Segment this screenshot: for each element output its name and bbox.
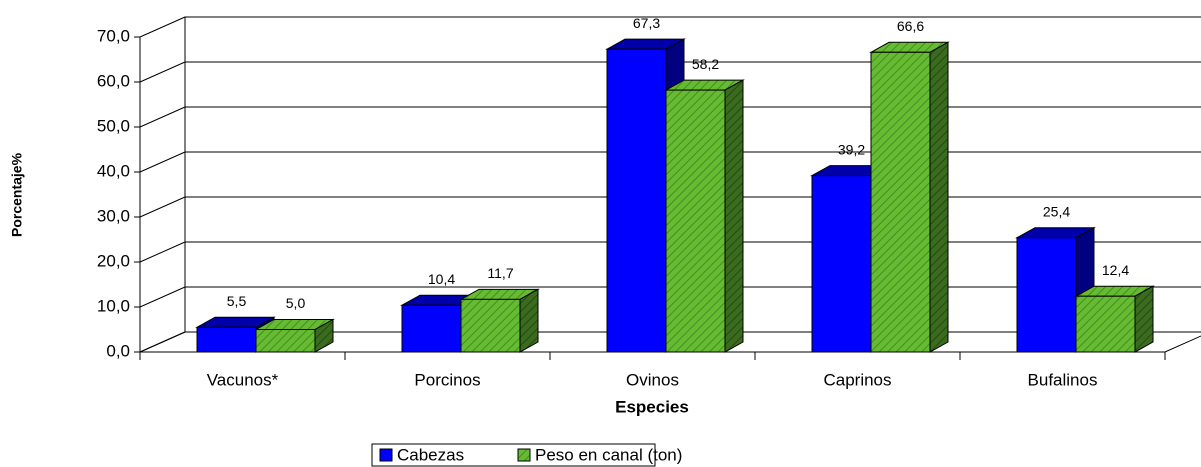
y-tick-label: 60,0 [97,71,130,90]
value-label: 58,2 [692,56,719,72]
legend-label: Cabezas [397,445,464,464]
y-tick-label: 20,0 [97,251,130,270]
side-grid-line [139,16,186,38]
side-grid-line [139,196,186,218]
y-tick-label: 0,0 [106,341,130,360]
side-grid-line [139,241,186,263]
value-label: 66,6 [897,18,924,34]
bar [1016,237,1077,353]
side-grid-line [139,106,186,128]
bar [606,48,667,353]
legend-swatch [379,448,393,462]
x-tick-label: Bufalinos [1028,370,1098,389]
y-tick-label: 50,0 [97,116,130,135]
x-tick-label: Vacunos* [207,370,279,389]
value-label: 12,4 [1102,262,1129,278]
value-label: 67,3 [633,15,660,31]
bar [665,89,726,353]
value-label: 5,5 [227,293,247,309]
legend-label: Peso en canal (ton) [535,445,682,464]
bar-side [929,41,949,353]
value-label: 11,7 [487,265,513,281]
bar-side [1134,285,1154,353]
side-grid-line [139,286,186,308]
bar [1075,295,1136,353]
bar [870,51,931,353]
bar [460,298,521,353]
value-label: 39,2 [838,141,865,157]
y-axis-label: Porcentaje% [9,152,25,237]
value-label: 5,0 [286,295,306,311]
side-grid-line [139,331,186,353]
legend-box [371,443,656,467]
value-label: 25,4 [1043,203,1070,219]
side-grid-line [139,151,186,173]
x-axis-label: Especies [615,397,689,416]
x-tick-label: Caprinos [823,370,891,389]
value-label: 10,4 [428,271,455,287]
bar-side [724,79,744,353]
bar [401,304,462,353]
legend-swatch [517,448,531,462]
y-tick-label: 40,0 [97,161,130,180]
bar [255,329,316,353]
y-tick-label: 30,0 [97,206,130,225]
x-tick-label: Porcinos [414,370,480,389]
y-tick-label: 10,0 [97,296,130,315]
bar [811,175,872,353]
bar-side [519,288,539,353]
side-grid-line [139,61,186,83]
x-tick-label: Ovinos [626,370,679,389]
bar [196,326,257,353]
y-tick-label: 70,0 [97,26,130,45]
